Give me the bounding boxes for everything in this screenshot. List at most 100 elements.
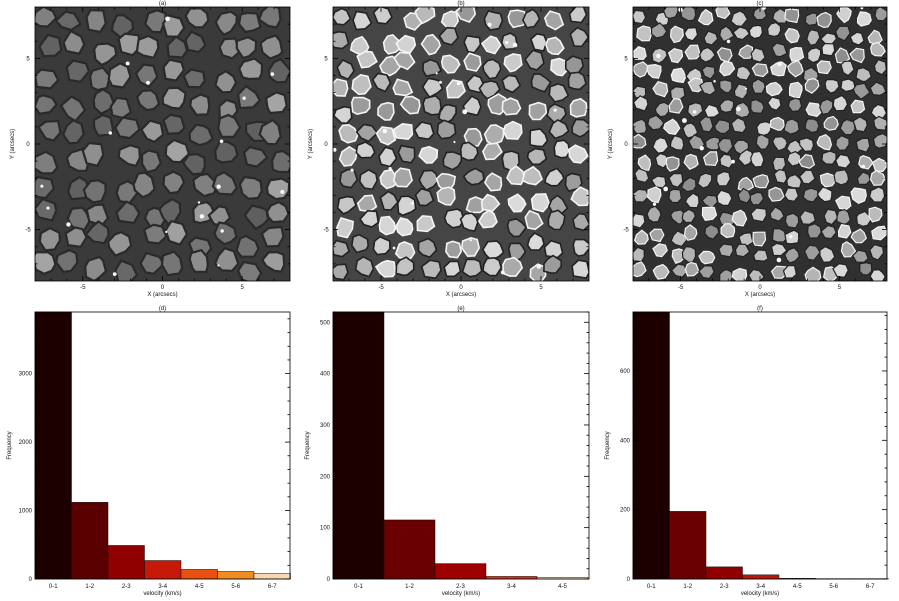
y-tick-label: 0 <box>324 142 328 148</box>
granule <box>395 217 414 237</box>
granule <box>351 73 372 96</box>
granule <box>356 50 378 69</box>
granule <box>483 124 505 146</box>
granule <box>528 101 548 121</box>
granule <box>333 30 350 50</box>
granule <box>783 118 800 135</box>
granule <box>868 206 883 223</box>
bright-point <box>861 164 866 169</box>
granule <box>687 102 704 119</box>
granule <box>784 246 800 264</box>
granule <box>64 226 88 249</box>
granule <box>699 46 716 63</box>
bar-0-1 <box>632 311 670 580</box>
granule <box>529 32 548 52</box>
bright-point <box>469 238 472 242</box>
bright-point <box>165 230 168 234</box>
granule <box>835 153 852 169</box>
y-tick-label: 3000 <box>19 372 33 378</box>
granule <box>833 169 850 186</box>
granule <box>769 116 785 131</box>
granule <box>572 238 589 257</box>
granule <box>849 47 865 64</box>
granule <box>35 94 58 115</box>
granulation-image <box>633 7 887 281</box>
y-tick-label: 0 <box>26 142 30 148</box>
granule <box>142 223 168 245</box>
granule <box>730 10 749 28</box>
panel-label: (c) <box>757 1 764 7</box>
granule <box>769 206 785 222</box>
granule <box>670 67 687 84</box>
bright-point <box>350 168 354 172</box>
granule <box>698 250 716 265</box>
x-axis-label: velocity (km/s) <box>442 591 480 597</box>
granule <box>481 58 502 80</box>
bright-point <box>699 146 704 151</box>
granule <box>765 81 783 97</box>
granule <box>354 255 375 278</box>
granule <box>652 81 669 98</box>
bright-point <box>731 159 735 164</box>
category-label: 6-7 <box>866 584 875 590</box>
granule <box>738 44 754 59</box>
granule <box>874 7 887 22</box>
granule <box>669 209 685 225</box>
granule <box>355 141 376 159</box>
granule <box>850 187 867 204</box>
granule <box>243 204 270 231</box>
granule <box>633 212 646 229</box>
granule <box>738 232 754 247</box>
granule <box>567 71 587 91</box>
granule <box>650 175 667 189</box>
granule <box>835 135 850 151</box>
granule <box>37 119 62 142</box>
granule <box>750 207 768 223</box>
y-tick-label: 500 <box>320 320 331 326</box>
granule <box>850 99 866 114</box>
bright-point <box>487 22 492 27</box>
bright-point <box>663 186 668 192</box>
granule <box>382 34 403 55</box>
bright-point <box>219 139 224 144</box>
chart-title: (f) <box>757 306 763 312</box>
granule <box>265 177 290 201</box>
granule <box>260 225 285 248</box>
granule <box>352 10 373 31</box>
x-tick-label: -5 <box>378 285 384 291</box>
granule <box>737 176 755 193</box>
granule <box>545 36 565 56</box>
granule <box>819 98 834 115</box>
granule <box>569 26 589 48</box>
granule <box>788 81 803 99</box>
granule <box>868 186 886 203</box>
granule <box>438 26 459 46</box>
granule <box>713 119 731 134</box>
granule <box>237 11 262 34</box>
granule <box>804 118 820 134</box>
granule <box>436 186 456 206</box>
granule <box>633 95 649 112</box>
granule <box>85 9 107 34</box>
granule <box>372 235 391 256</box>
x-tick-label: 5 <box>241 285 245 291</box>
granule <box>786 150 802 167</box>
granule <box>35 7 58 28</box>
granule <box>698 265 715 280</box>
granule <box>633 229 649 245</box>
granule <box>564 172 583 193</box>
granule <box>422 58 443 77</box>
bright-point <box>536 264 542 269</box>
granule <box>375 126 397 146</box>
granule <box>141 149 163 174</box>
bar-5-6 <box>217 571 255 580</box>
granule <box>418 169 439 192</box>
granule <box>636 25 653 42</box>
x-axis-label: velocity (km/s) <box>143 591 181 597</box>
chart-title: (d) <box>159 306 166 312</box>
granule <box>502 120 523 140</box>
bright-point <box>220 229 224 233</box>
granule <box>798 169 816 185</box>
granule <box>421 77 444 99</box>
